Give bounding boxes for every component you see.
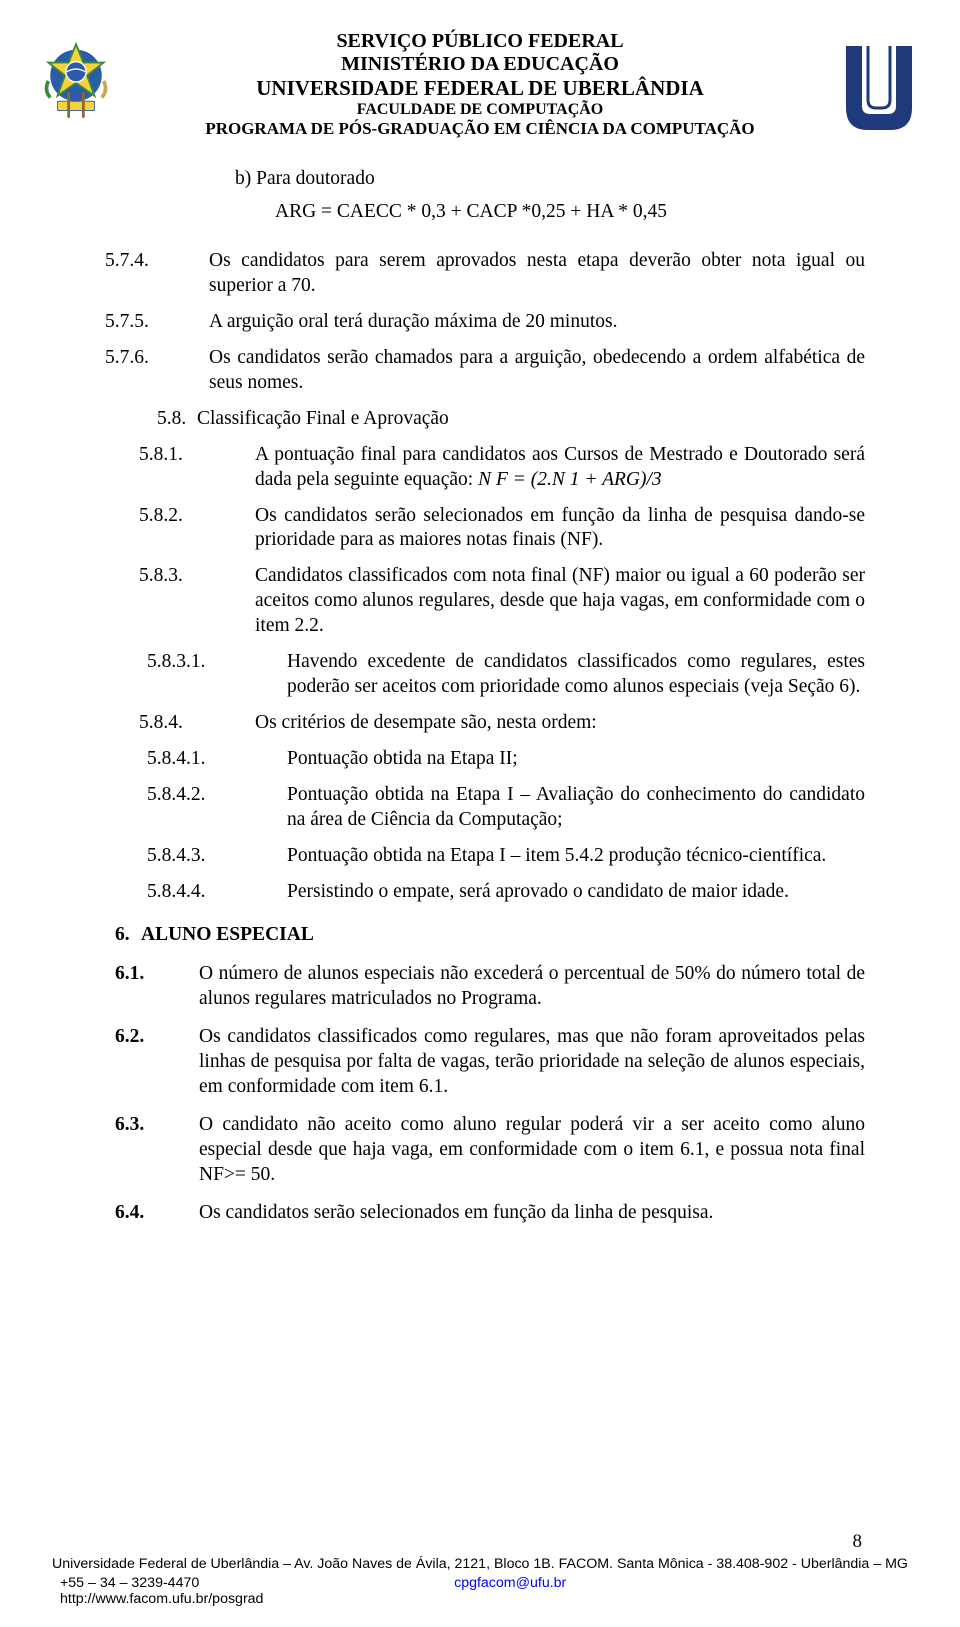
item-number: 5.7.6. [157, 346, 209, 371]
item-6-1: 6.1.O número de alunos especiais não exc… [157, 962, 865, 1012]
item-5-8-4: 5.8.4.Os critérios de desempate são, nes… [197, 711, 865, 736]
item-number: 5.7.5. [157, 310, 209, 335]
item-5-8-1: 5.8.1.A pontuação final para candidatos … [197, 443, 865, 493]
item-5-8-4-1: 5.8.4.1.Pontuação obtida na Etapa II; [217, 747, 865, 772]
item-text: Pontuação obtida na Etapa I – Avaliação … [287, 784, 865, 830]
section-number: 6. [115, 923, 141, 948]
item-text: Os candidatos serão selecionados em funç… [255, 505, 865, 551]
header-line-5: PROGRAMA DE PÓS-GRADUAÇÃO EM CIÊNCIA DA … [95, 119, 865, 139]
item-text: Persistindo o empate, será aprovado o ca… [287, 881, 789, 902]
item-text: O número de alunos especiais não exceder… [199, 963, 865, 1009]
item-number: 5.8.2. [197, 504, 255, 529]
page-number: 8 [853, 1531, 863, 1553]
item-number: 5.8.3. [197, 564, 255, 589]
item-text: Pontuação obtida na Etapa I – item 5.4.2… [287, 845, 826, 866]
item-number: 5.7.4. [157, 249, 209, 274]
item-text: A arguição oral terá duração máxima de 2… [209, 311, 617, 332]
section-6-heading: 6.ALUNO ESPECIAL [115, 923, 865, 948]
document-header: SERVIÇO PÚBLICO FEDERAL MINISTÉRIO DA ED… [95, 30, 865, 139]
item-5-8-4-4: 5.8.4.4.Persistindo o empate, será aprov… [217, 880, 865, 905]
item-text: Candidatos classificados com nota final … [255, 565, 865, 636]
ufu-logo-icon [838, 38, 920, 143]
document-body: b) Para doutorado ARG = CAECC * 0,3 + CA… [95, 167, 865, 1225]
item-text: Os critérios de desempate são, nesta ord… [255, 712, 597, 733]
footer-address: Universidade Federal de Uberlândia – Av.… [0, 1556, 960, 1572]
item-text: Os candidatos serão chamados para a argu… [209, 347, 865, 393]
item-6-3: 6.3.O candidato não aceito como aluno re… [157, 1113, 865, 1188]
item-number: 6.1. [157, 962, 199, 987]
footer-phone: +55 – 34 – 3239-4470 [60, 1575, 199, 1591]
item-text: Pontuação obtida na Etapa II; [287, 748, 518, 769]
item-number: 6.3. [157, 1113, 199, 1138]
item-5-7-6: 5.7.6.Os candidatos serão chamados para … [157, 346, 865, 396]
item-formula: N F = (2.N 1 + ARG)/3 [478, 469, 662, 490]
item-number: 6.2. [157, 1025, 199, 1050]
header-line-4: FACULDADE DE COMPUTAÇÃO [95, 101, 865, 119]
item-5-8-4-2: 5.8.4.2.Pontuação obtida na Etapa I – Av… [217, 783, 865, 833]
item-number: 5.8.4.3. [217, 844, 287, 869]
item-5-7-4: 5.7.4.Os candidatos para serem aprovados… [157, 249, 865, 299]
item-5-8: 5.8.Classificação Final e Aprovação [157, 407, 865, 432]
item-text: Os candidatos classificados como regular… [199, 1026, 865, 1097]
item-number: 5.8.4. [197, 711, 255, 736]
item-5-8-4-3: 5.8.4.3.Pontuação obtida na Etapa I – it… [217, 844, 865, 869]
item-number: 5.8.4.1. [217, 747, 287, 772]
item-text: O candidato não aceito como aluno regula… [199, 1114, 865, 1185]
item-number: 5.8. [157, 407, 197, 432]
item-number: 5.8.1. [197, 443, 255, 468]
header-line-2: MINISTÉRIO DA EDUCAÇÃO [95, 53, 865, 76]
header-line-3: UNIVERSIDADE FEDERAL DE UBERLÂNDIA [95, 76, 865, 101]
item-text: Havendo excedente de candidatos classifi… [287, 651, 865, 697]
footer-url: http://www.facom.ufu.br/posgrad [0, 1591, 960, 1607]
item-number: 5.8.4.2. [217, 783, 287, 808]
brazil-coat-of-arms-icon [30, 35, 122, 132]
item-5-7-5: 5.7.5.A arguição oral terá duração máxim… [157, 310, 865, 335]
document-footer: 8 Universidade Federal de Uberlândia – A… [0, 1556, 960, 1607]
item-6-2: 6.2.Os candidatos classificados como reg… [157, 1025, 865, 1100]
item-5-8-3-1: 5.8.3.1.Havendo excedente de candidatos … [217, 650, 865, 700]
section-title: ALUNO ESPECIAL [141, 924, 314, 945]
footer-email: cpgfacom@ufu.br [454, 1575, 566, 1591]
item-number: 5.8.4.4. [217, 880, 287, 905]
item-text: Os candidatos para serem aprovados nesta… [209, 250, 865, 296]
item-b-formula: ARG = CAECC * 0,3 + CACP *0,25 + HA * 0,… [275, 200, 865, 225]
header-line-1: SERVIÇO PÚBLICO FEDERAL [95, 30, 865, 53]
item-text: Os candidatos serão selecionados em funç… [199, 1202, 713, 1223]
item-number: 6.4. [157, 1201, 199, 1226]
item-5-8-3: 5.8.3.Candidatos classificados com nota … [197, 564, 865, 639]
item-number: 5.8.3.1. [217, 650, 287, 675]
item-6-4: 6.4.Os candidatos serão selecionados em … [157, 1201, 865, 1226]
item-b-label: b) Para doutorado [235, 167, 865, 192]
item-5-8-2: 5.8.2.Os candidatos serão selecionados e… [197, 504, 865, 554]
item-text: Classificação Final e Aprovação [197, 408, 449, 429]
